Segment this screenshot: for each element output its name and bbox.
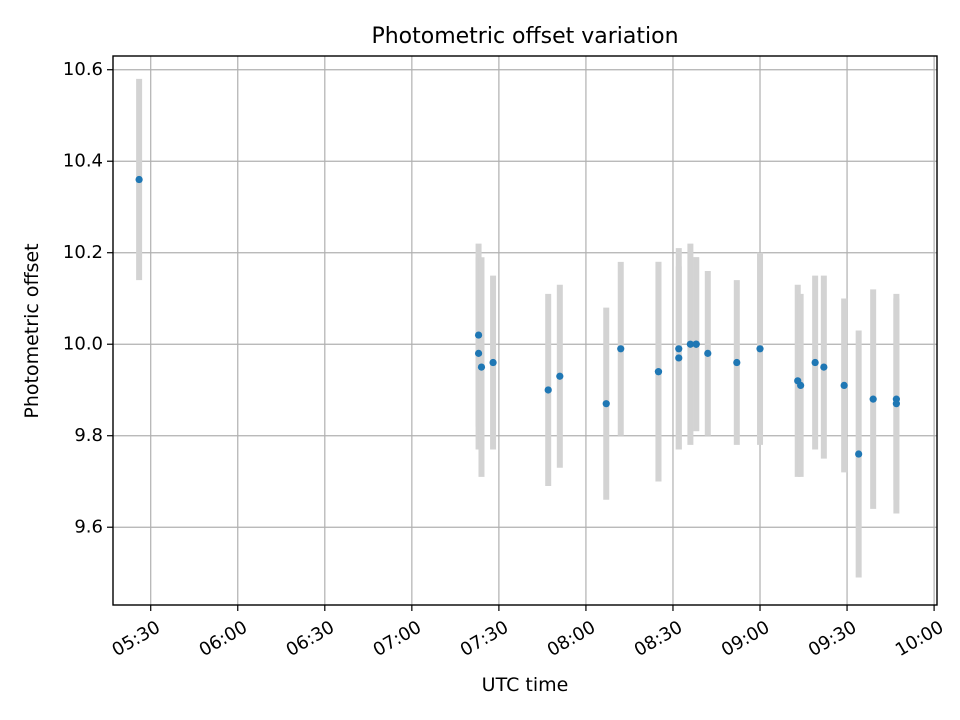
data-point — [892, 400, 900, 408]
data-point — [474, 331, 483, 339]
data-point — [474, 349, 483, 357]
data-point — [654, 368, 663, 376]
data-point — [811, 358, 819, 367]
data-point — [840, 381, 848, 389]
data-point — [602, 400, 610, 408]
data-point — [704, 349, 712, 357]
data-point — [692, 340, 700, 348]
data-point — [820, 363, 828, 371]
grid-layer — [113, 56, 937, 605]
y-axis-label: Photometric offset — [21, 243, 43, 418]
data-point — [855, 450, 863, 458]
data-point — [556, 372, 564, 380]
x-axis-label: UTC time — [482, 674, 569, 696]
data-point — [477, 363, 486, 371]
y-tick-label: 10.0 — [63, 334, 103, 355]
data-point — [135, 175, 143, 184]
data-point — [733, 358, 741, 367]
y-tick-label: 10.4 — [63, 151, 103, 172]
data-point — [675, 354, 683, 362]
y-tick-label: 10.6 — [63, 59, 103, 80]
data-point — [797, 381, 805, 389]
data-point — [869, 395, 877, 403]
data-point — [544, 386, 552, 394]
chart-title: Photometric offset variation — [371, 24, 678, 49]
y-tick-label: 9.8 — [74, 425, 103, 446]
data-point — [756, 345, 764, 353]
point-layer — [135, 175, 900, 458]
data-point — [617, 345, 625, 353]
data-point — [675, 345, 683, 353]
plot-frame — [112, 55, 938, 606]
y-tick-label: 9.6 — [74, 517, 103, 538]
y-tick-label: 10.2 — [63, 242, 103, 263]
data-point — [489, 358, 497, 367]
data-point — [686, 340, 694, 348]
